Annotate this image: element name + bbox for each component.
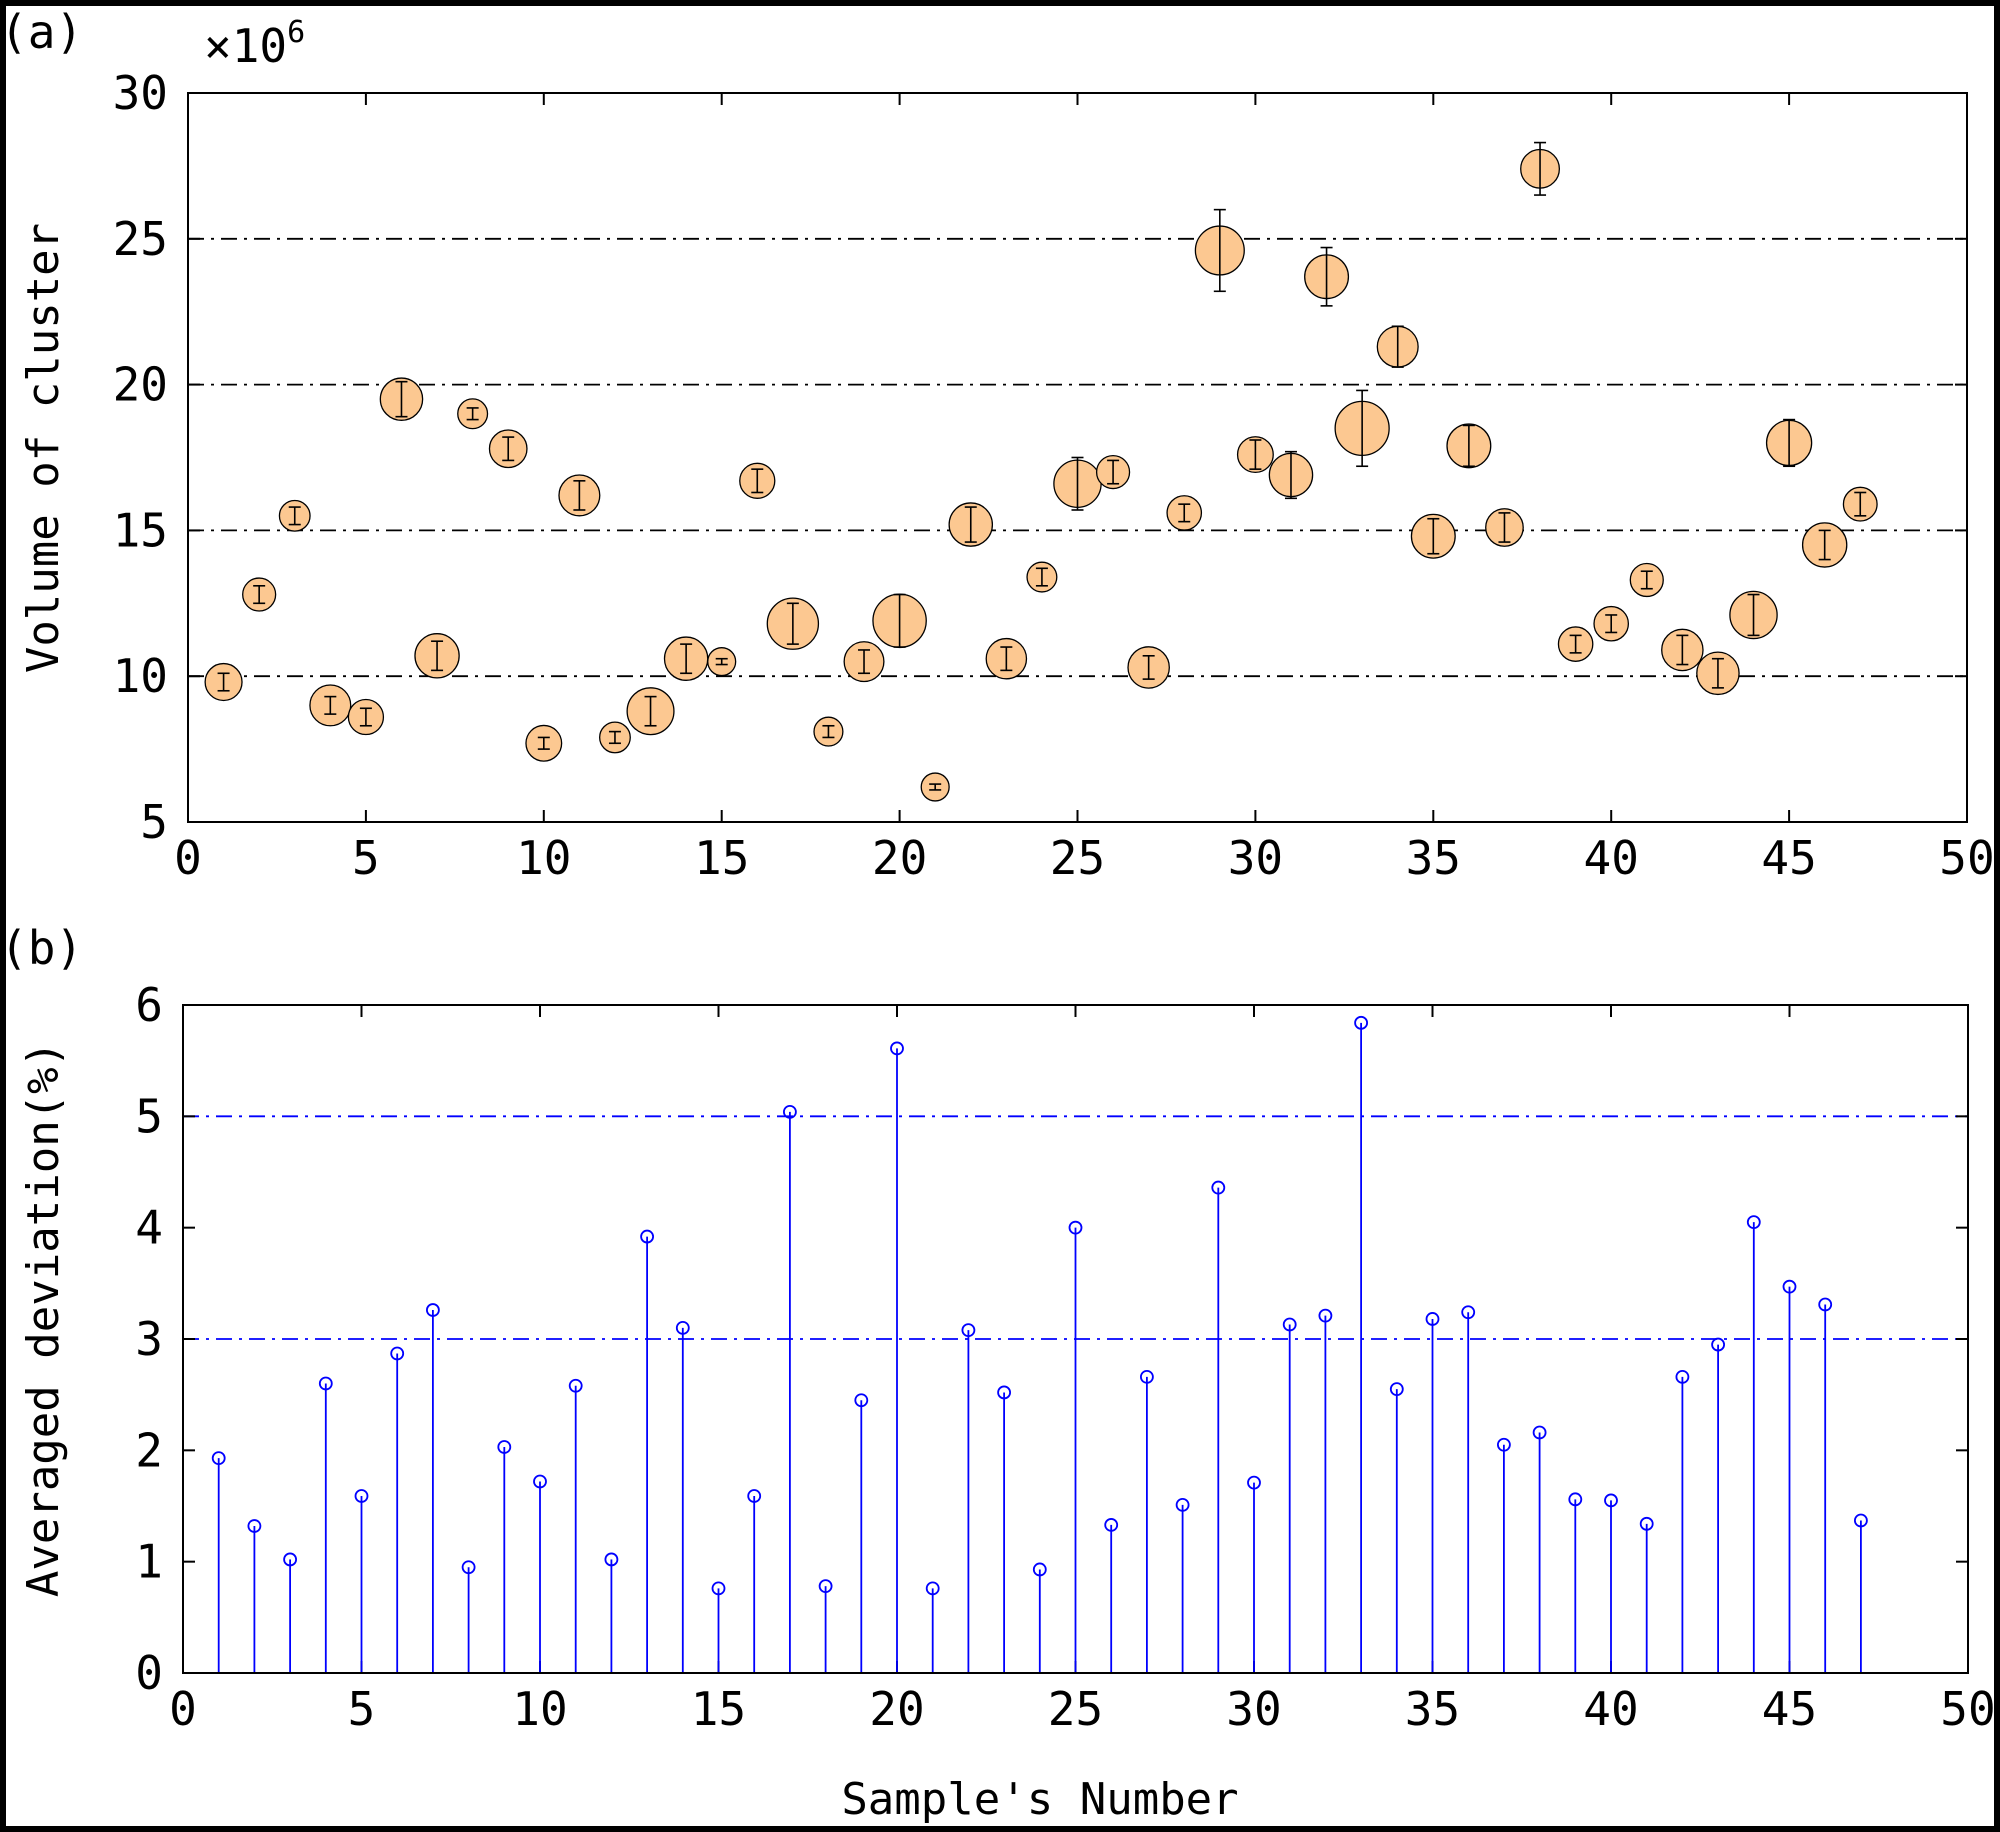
stem-marker	[1425, 1312, 1440, 1326]
y-tick-label: 3	[135, 1312, 163, 1366]
stem-marker	[1068, 1220, 1083, 1235]
figure: (a) ×106 Volume of cluster 0 5 10 15 20 25 30 3…	[6, 6, 1994, 1825]
y-tick-label: 25	[113, 212, 168, 266]
stem-marker	[1711, 1337, 1725, 1352]
stem-marker	[890, 1041, 904, 1056]
stem-marker	[354, 1489, 369, 1503]
stem-marker	[1604, 1493, 1618, 1508]
x-tick-label: 50	[1940, 1682, 1994, 1736]
x-tick-label: 0	[169, 1682, 197, 1736]
stem-marker	[318, 1376, 333, 1391]
stem-marker	[425, 1303, 440, 1317]
stem-marker	[568, 1378, 583, 1393]
stem-marker	[854, 1393, 869, 1408]
stem-marker	[1032, 1562, 1047, 1577]
x-tick-label: 30	[1228, 831, 1283, 885]
x-tick-label: 50	[1939, 831, 1994, 885]
stem-marker	[747, 1489, 762, 1503]
panel-a-data-marks	[204, 141, 1878, 802]
x-tick-label: 25	[1050, 831, 1105, 885]
x-tick-label: 0	[174, 831, 202, 885]
stem-marker	[390, 1346, 405, 1361]
stem-marker	[783, 1104, 797, 1119]
y-tick-label: 0	[135, 1646, 163, 1700]
x-tick-label: 5	[348, 1682, 376, 1736]
x-tick-label: 5	[352, 831, 380, 885]
stem-marker	[961, 1323, 976, 1337]
panel-a-label: (a)	[6, 6, 83, 59]
stem-marker	[997, 1385, 1011, 1400]
figure-frame: (a) ×106 Volume of cluster 0 5 10 15 20 25 30 3…	[6, 6, 1994, 1826]
y-tick-label: 30	[113, 66, 168, 120]
x-tick-label: 10	[516, 831, 571, 885]
x-tick-label: 25	[1048, 1682, 1103, 1736]
stem-marker	[675, 1320, 690, 1335]
stem-marker	[461, 1560, 476, 1575]
stem-marker	[818, 1579, 833, 1594]
stem-marker	[1247, 1475, 1261, 1490]
x-tick-label: 45	[1761, 831, 1816, 885]
y-tick-label: 5	[135, 1089, 163, 1143]
stem-marker	[1568, 1492, 1583, 1507]
stem-marker	[533, 1474, 547, 1489]
x-tick-label: 35	[1405, 1682, 1460, 1736]
stem-marker	[711, 1581, 726, 1596]
stem-marker	[1782, 1279, 1797, 1294]
stem-marker	[1211, 1180, 1226, 1195]
y-tick-label: 20	[113, 358, 168, 412]
panel-a-y-axis-label: Volume of cluster	[18, 223, 69, 673]
stem-marker	[1497, 1437, 1511, 1452]
y-tick-label: 15	[113, 503, 168, 557]
x-tick-label: 45	[1762, 1682, 1817, 1736]
panel-b: (b) Averaged deviation(%) Sample's Numbe…	[6, 921, 1994, 1825]
stem-marker	[1104, 1518, 1119, 1532]
y-tick-label: 6	[135, 978, 163, 1032]
panel-b-axes-box	[182, 1004, 1969, 1674]
panel-b-data-marks	[211, 1015, 1868, 1673]
y-tick-label: 10	[113, 649, 168, 703]
y-tick-label: 4	[135, 1201, 163, 1255]
x-tick-label: 15	[694, 831, 749, 885]
x-tick-label: 10	[512, 1682, 567, 1736]
stem-marker	[247, 1519, 262, 1533]
stem-marker	[1354, 1015, 1368, 1030]
panel-b-x-axis-label: Sample's Number	[841, 1774, 1238, 1825]
stem-marker	[1140, 1369, 1154, 1384]
stem-marker	[1675, 1369, 1690, 1384]
stem-marker	[283, 1552, 298, 1567]
panel-b-y-axis-label: Averaged deviation(%)	[18, 1041, 69, 1597]
stem-marker	[1282, 1317, 1297, 1332]
stem-marker	[211, 1451, 226, 1466]
y-tick-label: 5	[140, 795, 168, 849]
stem-marker	[1389, 1382, 1404, 1396]
x-tick-label: 30	[1226, 1682, 1281, 1736]
stem-marker	[640, 1229, 654, 1244]
x-tick-label: 40	[1584, 831, 1639, 885]
stem-marker	[497, 1440, 512, 1454]
y-tick-label: 1	[135, 1535, 163, 1589]
stem-marker	[1461, 1305, 1476, 1320]
x-tick-label: 20	[869, 1682, 924, 1736]
stem-marker	[1639, 1516, 1654, 1531]
panel-a-axes-box	[187, 92, 1968, 823]
panel-b-label: (b)	[6, 921, 83, 975]
stem-marker	[1532, 1425, 1547, 1440]
x-tick-label: 20	[872, 831, 927, 885]
x-tick-label: 40	[1583, 1682, 1638, 1736]
x-tick-label: 35	[1406, 831, 1461, 885]
stem-marker	[1175, 1497, 1190, 1512]
stem-marker	[1318, 1308, 1333, 1323]
stem-marker	[604, 1552, 619, 1567]
x-tick-label: 15	[691, 1682, 746, 1736]
stem-marker	[1746, 1215, 1761, 1229]
y-tick-label: 2	[135, 1423, 163, 1477]
panel-a: (a) ×106 Volume of cluster 0 5 10 15 20 25 30 3…	[6, 6, 1994, 885]
stem-marker	[925, 1581, 940, 1596]
stem-marker	[1854, 1513, 1868, 1528]
panel-a-multiplier: ×106	[204, 15, 305, 73]
stem-marker	[1818, 1297, 1833, 1312]
